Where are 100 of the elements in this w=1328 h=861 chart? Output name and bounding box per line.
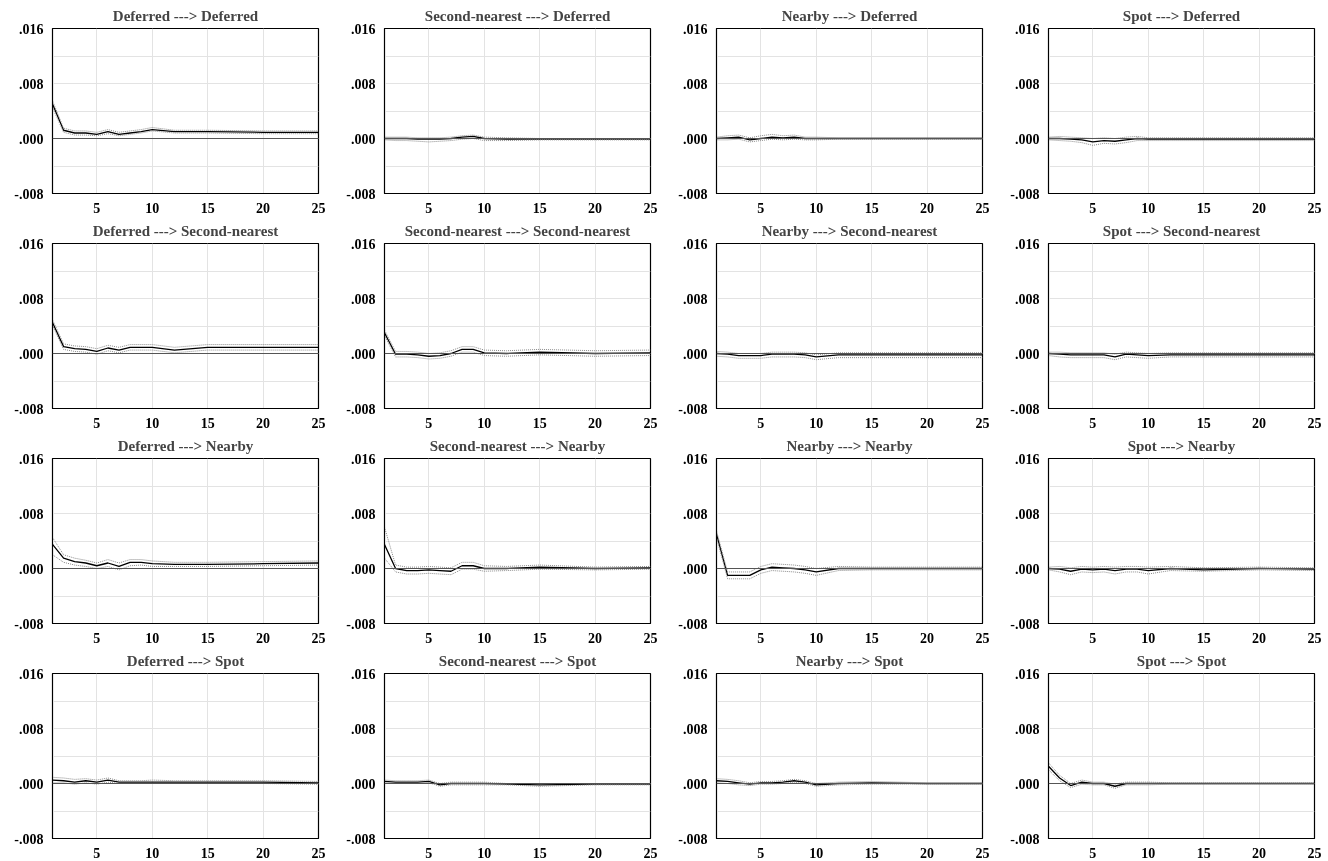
x-tick-label: 10	[809, 845, 824, 861]
y-tick-label: .008	[351, 76, 376, 92]
x-tick-label: 5	[757, 200, 765, 216]
chart-title: Second-nearest ---> Second-nearest	[404, 222, 631, 239]
y-tick-label: .016	[683, 451, 708, 467]
y-tick-label: -.008	[346, 616, 376, 632]
x-tick-label: 20	[920, 630, 935, 646]
x-tick-label: 20	[588, 845, 603, 861]
x-tick-label: 20	[1252, 845, 1267, 861]
x-tick-label: 20	[1252, 630, 1267, 646]
x-tick-label: 25	[311, 630, 326, 646]
y-tick-label: .008	[683, 721, 708, 737]
x-tick-label: 20	[256, 200, 271, 216]
x-tick-label: 10	[1141, 630, 1156, 646]
x-tick-label: 20	[588, 630, 603, 646]
x-tick-label: 5	[93, 845, 101, 861]
y-tick-label: .000	[1015, 561, 1040, 577]
x-tick-label: 5	[425, 415, 433, 431]
y-tick-label: -.008	[14, 186, 44, 202]
y-tick-label: .016	[1015, 21, 1040, 37]
y-tick-label: .000	[19, 346, 44, 362]
y-tick-label: .016	[19, 21, 44, 37]
x-tick-label: 10	[477, 200, 492, 216]
chart-title: Nearby ---> Deferred	[781, 7, 919, 24]
y-tick-label: .000	[683, 561, 708, 577]
x-tick-label: 5	[1089, 415, 1097, 431]
x-tick-label: 5	[757, 845, 765, 861]
x-tick-label: 25	[1307, 415, 1322, 431]
y-tick-label: .000	[351, 561, 376, 577]
x-tick-label: 20	[256, 845, 271, 861]
y-tick-label: -.008	[14, 401, 44, 417]
x-tick-label: 15	[864, 845, 879, 861]
y-tick-label: -.008	[346, 401, 376, 417]
x-tick-label: 20	[1252, 415, 1267, 431]
chart-title: Second-nearest ---> Deferred	[424, 7, 611, 24]
chart-title: Deferred ---> Nearby	[117, 437, 254, 454]
y-tick-label: .000	[19, 561, 44, 577]
x-tick-label: 5	[93, 630, 101, 646]
x-tick-label: 5	[93, 415, 101, 431]
y-tick-label: .000	[19, 131, 44, 147]
x-tick-label: 20	[588, 415, 603, 431]
x-tick-label: 5	[1089, 200, 1097, 216]
x-tick-label: 15	[532, 200, 547, 216]
x-tick-label: 10	[145, 630, 160, 646]
chart-title: Spot ---> Spot	[1136, 652, 1227, 669]
y-tick-label: .016	[683, 236, 708, 252]
y-tick-label: .016	[351, 236, 376, 252]
x-tick-label: 10	[1141, 200, 1156, 216]
x-tick-label: 10	[145, 200, 160, 216]
x-tick-label: 10	[1141, 845, 1156, 861]
x-tick-label: 5	[1089, 630, 1097, 646]
x-tick-label: 15	[1196, 630, 1211, 646]
x-tick-label: 25	[975, 415, 990, 431]
x-tick-label: 15	[532, 415, 547, 431]
y-tick-label: .016	[351, 21, 376, 37]
chart-title: Spot ---> Deferred	[1122, 7, 1241, 24]
y-tick-label: .016	[683, 21, 708, 37]
x-tick-label: 25	[1307, 845, 1322, 861]
y-tick-label: -.008	[1010, 186, 1040, 202]
x-tick-label: 25	[975, 630, 990, 646]
y-tick-label: .016	[1015, 666, 1040, 682]
chart-title: Deferred ---> Deferred	[112, 7, 259, 24]
x-tick-label: 5	[425, 630, 433, 646]
x-tick-label: 15	[532, 845, 547, 861]
y-tick-label: .008	[19, 76, 44, 92]
y-tick-label: .008	[683, 291, 708, 307]
y-tick-label: .008	[19, 291, 44, 307]
y-tick-label: .000	[1015, 131, 1040, 147]
chart-title: Nearby ---> Nearby	[786, 437, 914, 454]
x-tick-label: 25	[311, 415, 326, 431]
x-tick-label: 25	[643, 200, 658, 216]
y-tick-label: .008	[1015, 76, 1040, 92]
chart-title: Deferred ---> Spot	[126, 652, 245, 669]
x-tick-label: 10	[477, 845, 492, 861]
y-tick-label: -.008	[346, 831, 376, 847]
x-tick-label: 25	[643, 845, 658, 861]
x-tick-label: 5	[425, 845, 433, 861]
y-tick-label: .016	[1015, 236, 1040, 252]
y-tick-label: .008	[351, 506, 376, 522]
x-tick-label: 25	[643, 415, 658, 431]
y-tick-label: .008	[1015, 721, 1040, 737]
x-tick-label: 20	[588, 200, 603, 216]
y-tick-label: .008	[1015, 506, 1040, 522]
chart-title: Nearby ---> Spot	[795, 652, 904, 669]
chart-title: Spot ---> Nearby	[1127, 437, 1236, 454]
y-tick-label: .016	[19, 666, 44, 682]
y-tick-label: .008	[1015, 291, 1040, 307]
x-tick-label: 25	[1307, 630, 1322, 646]
x-tick-label: 10	[477, 415, 492, 431]
x-tick-label: 15	[864, 415, 879, 431]
x-tick-label: 20	[256, 630, 271, 646]
y-tick-label: -.008	[678, 831, 708, 847]
x-tick-label: 15	[864, 200, 879, 216]
x-tick-label: 15	[1196, 415, 1211, 431]
y-tick-label: .016	[19, 451, 44, 467]
y-tick-label: .016	[683, 666, 708, 682]
x-tick-label: 20	[920, 200, 935, 216]
y-tick-label: .008	[351, 721, 376, 737]
y-tick-label: -.008	[346, 186, 376, 202]
y-tick-label: -.008	[14, 616, 44, 632]
